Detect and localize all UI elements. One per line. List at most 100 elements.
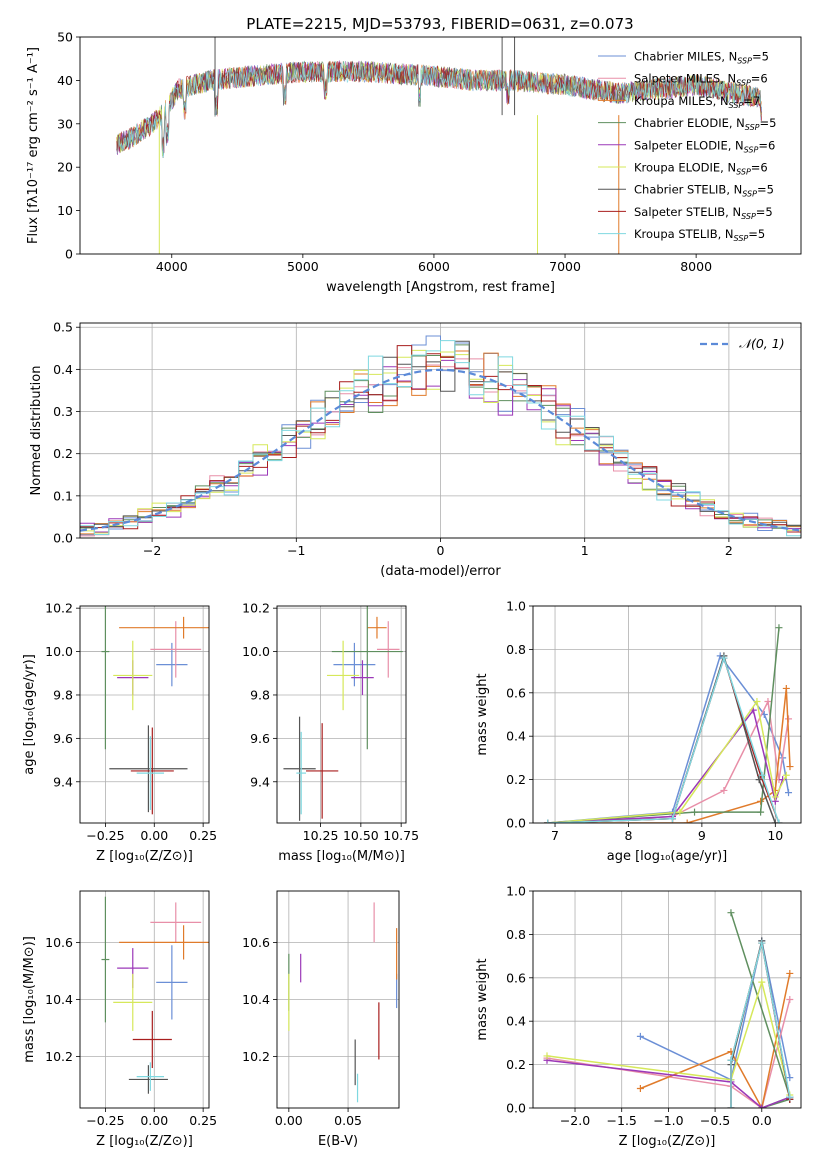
x-tick-label: 0 (437, 543, 445, 558)
weight-point (786, 763, 794, 771)
legend-label: Salpeter STELIB, NSSP=5 (634, 205, 773, 221)
axes-frame (276, 605, 407, 824)
weight-point (786, 969, 794, 977)
weight-point (720, 654, 728, 662)
axes-massweight_vs_age: 7 8 9 10 0.0 0.2 0.4 0.6 0.8 1.0 age [log₁₀(age/yr… (475, 599, 802, 864)
x-tick-label: 7 (551, 828, 559, 843)
x-axis-label: Z [log₁₀(Z/Z⊙)] (619, 1134, 716, 1149)
legend-label: Kroupa STELIB, NSSP=5 (634, 227, 765, 243)
figure-title: PLATE=2215, MJD=53793, FIBERID=0631, z=0… (246, 15, 633, 33)
axes-residuals: −2 −1 0 1 2 0.0 0.1 0.2 0.3 0.4 0.5 (data-model)/er… (29, 320, 802, 579)
x-tick-label: 10.25 (303, 828, 339, 843)
x-tick-label: 10.75 (383, 828, 419, 843)
x-axis-label: mass [log₁₀(M/M⊙)] (278, 849, 405, 864)
y-tick-label: 40 (57, 73, 73, 88)
axes-massweight_vs_Z: −2.0 −1.5 −1.0 −0.5 0.0 0.0 0.2 0.4 0.6 0.8 1.0 Z [… (475, 884, 802, 1149)
axes-frame (532, 890, 802, 1109)
x-tick-label: 8000 (680, 259, 712, 274)
y-tick-label: 0.6 (506, 685, 526, 700)
axes-frame (79, 36, 802, 255)
plot-area-mass_vs_Z (101, 896, 209, 1094)
axes-mass_vs_Z: −0.25 0.00 0.25 10.2 10.4 10.6 Z [log₁₀(Z/Z⊙)]… (22, 890, 217, 1149)
x-tick-label: −1.0 (653, 1113, 683, 1128)
y-tick-label: 0.1 (53, 488, 73, 503)
legend-label: Salpeter MILES, NSSP=6 (634, 72, 768, 88)
weight-line (730, 942, 791, 1108)
y-tick-label: 9.8 (53, 687, 73, 702)
axes-frame (79, 890, 210, 1109)
x-axis-label: Z [log₁₀(Z/Z⊙)] (96, 1134, 193, 1149)
y-tick-label: 10.2 (242, 1049, 270, 1064)
y-axis-label: mass [log₁₀(M/M⊙)] (22, 936, 37, 1063)
plot-area-spectrum (116, 37, 762, 254)
spectrum-line (116, 61, 762, 157)
x-tick-label: 2 (725, 543, 733, 558)
y-tick-label: 10.2 (242, 601, 270, 616)
x-tick-label: 10.50 (343, 828, 379, 843)
y-tick-label: 0.2 (506, 1057, 526, 1072)
y-tick-label: 0.4 (53, 362, 73, 377)
x-tick-label: −1.5 (607, 1113, 637, 1128)
x-tick-label: −0.5 (700, 1113, 730, 1128)
axes-age_vs_Z: −0.25 0.00 0.25 9.4 9.6 9.8 10.0 10.2 Z [log₁₀(Z… (22, 601, 217, 864)
x-axis-label: (data-model)/error (380, 564, 501, 579)
weight-point (753, 697, 761, 705)
charts-group: 4000 5000 6000 7000 800001020304050wavelengt… (22, 30, 802, 1149)
y-axis-label: Flux [fλ10⁻¹⁷ erg cm⁻² s⁻¹ A⁻¹] (26, 47, 41, 244)
weight-point (785, 789, 793, 797)
plot-area-age_vs_mass (283, 606, 403, 821)
y-tick-label: 10.4 (45, 992, 73, 1007)
x-tick-label: 0.00 (275, 1113, 303, 1128)
weight-line (546, 979, 791, 1096)
legend: Chabrier MILES, NSSP=5 Salpeter MILES, NS… (598, 50, 776, 243)
legend-label: Salpeter ELODIE, NSSP=6 (634, 138, 775, 154)
weight-point (757, 797, 765, 805)
y-tick-label: 0.0 (506, 816, 526, 831)
x-tick-label: 10 (767, 828, 783, 843)
weight-point (691, 808, 699, 816)
y-tick-label: 10.2 (45, 601, 73, 616)
weight-point (782, 684, 790, 692)
weight-point (758, 939, 766, 947)
y-tick-label: 0 (65, 247, 73, 262)
y-tick-label: 0.2 (506, 772, 526, 787)
weight-point (727, 909, 735, 917)
weight-point (764, 697, 772, 705)
x-tick-label: 1 (581, 543, 589, 558)
histogram-step (80, 340, 801, 537)
y-tick-label: 0.5 (53, 320, 73, 335)
y-axis-label: mass weight (475, 958, 490, 1040)
y-tick-label: 50 (57, 30, 73, 45)
normal-curve (80, 368, 801, 532)
weight-point (757, 808, 765, 816)
y-tick-label: 9.8 (250, 687, 270, 702)
weight-point (782, 771, 790, 779)
plot-area-age_vs_Z (101, 606, 209, 815)
histogram-step (80, 340, 801, 528)
x-axis-label: Z [log₁₀(Z/Z⊙)] (96, 849, 193, 864)
weight-point (758, 771, 766, 779)
legend-label: Kroupa ELODIE, NSSP=6 (634, 161, 768, 177)
weight-point (775, 819, 783, 823)
axes-mass_vs_EBV: 0.00 0.05 10.2 10.4 10.6 E(B-V) (242, 890, 400, 1149)
weight-point (720, 786, 728, 794)
y-tick-label: 9.4 (250, 774, 270, 789)
y-tick-label: 9.6 (53, 731, 73, 746)
plot-area-massweight_vs_age (544, 624, 794, 823)
legend-label: Chabrier ELODIE, NSSP=5 (634, 116, 776, 132)
x-tick-label: 9 (698, 828, 706, 843)
x-tick-label: 5000 (287, 259, 319, 274)
y-tick-label: 1.0 (506, 884, 526, 899)
x-tick-label: 0.25 (189, 1113, 217, 1128)
y-tick-label: 0.8 (506, 642, 526, 657)
weight-point (758, 978, 766, 986)
weight-point (758, 1104, 766, 1108)
x-tick-label: 0.25 (189, 828, 217, 843)
weight-point (544, 819, 552, 823)
y-tick-label: 9.6 (250, 731, 270, 746)
x-tick-label: 0.00 (140, 828, 168, 843)
histogram-step (80, 345, 801, 533)
x-tick-label: −0.25 (86, 828, 124, 843)
legend-label: 𝒩(0, 1) (739, 336, 785, 351)
